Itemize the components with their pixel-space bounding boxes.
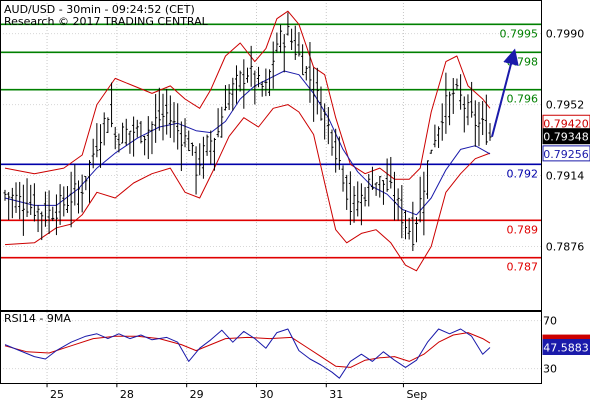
- price-tick-label: 0.7952: [546, 99, 585, 112]
- price-tick-label: 0.7914: [546, 170, 585, 183]
- axis-layer: 0.7990 0.7952 0.7914 0.7876 70 30 25 28 29 30 31 Se…: [46, 28, 585, 401]
- price-tag-price-box: [542, 128, 590, 145]
- rsi-line: [4, 328, 491, 379]
- rsi-tag-rsi: 47.5883: [543, 341, 589, 354]
- x-tick-label-29: 29: [190, 388, 204, 400]
- series-layer: [3, 10, 519, 379]
- price-tick-label: 0.7990: [546, 28, 585, 41]
- rsi-tick-label: 70: [543, 315, 557, 328]
- forecast-arrow: [491, 48, 519, 137]
- rsi-panel-frame: [0, 311, 542, 384]
- x-tick-label-25: 25: [50, 388, 64, 400]
- main-panel-frame: [0, 0, 542, 311]
- rsi-signal-line: [4, 332, 491, 368]
- price-tag-moving_average-box: [542, 145, 590, 162]
- chart-title: AUD/USD - 30min - 09:24:52 (CET): [4, 3, 195, 16]
- level-label-0.796: 0.796: [507, 93, 539, 106]
- rsi-tag-rsi-box: [542, 338, 590, 355]
- price-tag-moving_average: 0.79256: [543, 148, 589, 161]
- x-tick-label-30: 30: [259, 388, 273, 400]
- level-label-0.7995: 0.7995: [500, 27, 539, 40]
- level-label-0.792: 0.792: [507, 167, 539, 180]
- header-layer: AUD/USD - 30min - 09:24:52 (CET) Researc…: [4, 3, 209, 325]
- frame-layer: [0, 0, 542, 384]
- price-tick-label: 0.7876: [546, 241, 585, 254]
- level-label-0.787: 0.787: [507, 261, 539, 274]
- x-tick-label-31: 31: [329, 388, 343, 400]
- rsi-panel-title: RSI14 - 9MA: [4, 312, 71, 325]
- grid-layer: [0, 0, 541, 390]
- x-tick-label-28: 28: [120, 388, 134, 400]
- price-tag-bollinger: 0.79420: [543, 117, 589, 130]
- bollinger-lower-line: [4, 104, 491, 272]
- bollinger-upper-line: [4, 10, 491, 180]
- price-tag-price: 0.79348: [543, 131, 589, 144]
- level-label-0.789: 0.789: [507, 223, 539, 236]
- rsi-tick-label: 30: [543, 363, 557, 376]
- x-tick-label-Sep: Sep: [406, 388, 427, 400]
- moving-average-line: [4, 70, 491, 216]
- chart-subtitle: Research © 2017 TRADING CENTRAL: [4, 15, 209, 28]
